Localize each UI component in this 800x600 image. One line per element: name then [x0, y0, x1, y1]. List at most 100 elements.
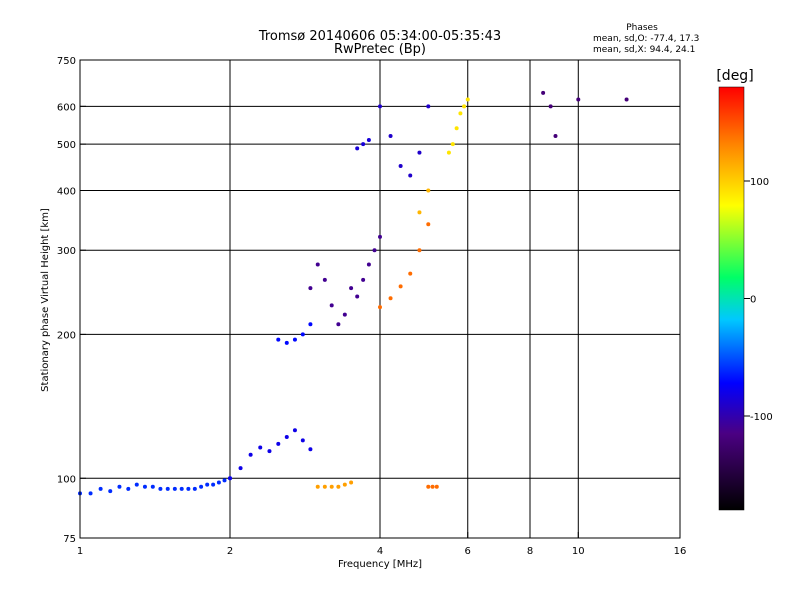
echo-point — [624, 97, 629, 102]
echo-point — [426, 104, 431, 109]
echo-point — [228, 476, 232, 481]
echo-point — [388, 296, 393, 301]
echo-point — [434, 484, 439, 489]
echo-point — [430, 484, 435, 489]
echo-point — [541, 90, 546, 95]
echo-point — [276, 441, 281, 446]
echo-point — [388, 134, 393, 139]
y-tick-label: 100 — [57, 474, 76, 485]
echo-point — [134, 482, 139, 487]
colorbar — [719, 87, 744, 510]
echo-point — [308, 286, 313, 291]
y-axis-label: Stationary phase Virtual Height [km] — [40, 208, 51, 392]
x-axis-label: Frequency [MHz] — [338, 559, 422, 570]
echo-point — [372, 248, 377, 253]
echo-point — [322, 277, 327, 282]
y-tick-label: 200 — [57, 330, 76, 341]
echo-point — [342, 482, 347, 487]
y-tick-label: 500 — [57, 140, 76, 151]
echo-point — [142, 484, 147, 489]
colorbar-ticks: 100 0 -100 — [744, 177, 773, 423]
echo-point — [349, 480, 354, 485]
echo-point — [300, 438, 305, 443]
colorbar-tick-label: 0 — [750, 295, 756, 306]
y-tick-label: 400 — [57, 186, 76, 197]
echo-point — [300, 332, 305, 337]
echo-point — [248, 452, 253, 457]
x-axis-ticks: 1 2 4 6 8 10 16 — [77, 532, 686, 557]
echo-point — [192, 486, 197, 491]
x-tick-label: 10 — [572, 546, 585, 557]
echo-point — [336, 322, 341, 327]
echo-point — [398, 284, 403, 289]
chart-title: Tromsø 20140606 05:34:00-05:35:43 — [258, 29, 501, 44]
echo-point — [426, 484, 431, 489]
y-tick-label: 75 — [63, 534, 76, 545]
echo-point — [355, 294, 360, 299]
echo-point — [408, 271, 413, 276]
echo-point — [378, 305, 382, 310]
echo-point — [329, 303, 334, 308]
colorbar-tick-label: 100 — [750, 177, 769, 188]
x-tick-label: 1 — [77, 546, 83, 557]
echo-point — [98, 486, 103, 491]
echo-point — [276, 337, 281, 342]
echo-point — [238, 466, 243, 471]
x-tick-label: 2 — [227, 546, 233, 557]
echo-point — [446, 150, 451, 155]
echo-point — [108, 489, 113, 494]
echo-point — [450, 142, 455, 147]
echo-point — [150, 484, 155, 489]
colorbar-tick-label: -100 — [750, 412, 773, 423]
echo-point — [211, 482, 216, 487]
echo-point — [172, 486, 177, 491]
echo-point — [408, 173, 413, 178]
echo-point — [284, 434, 289, 439]
echo-point — [292, 428, 297, 433]
y-tick-label: 750 — [57, 56, 76, 67]
echo-point — [258, 445, 263, 450]
echo-point — [462, 104, 467, 109]
echo-point — [426, 188, 431, 193]
echo-point — [336, 484, 341, 489]
phases-mean-x: mean, sd,X: 94.4, 24.1 — [593, 45, 695, 55]
echo-point — [417, 150, 422, 155]
grid-lines — [80, 60, 680, 538]
echo-point — [553, 134, 558, 139]
echo-point — [342, 312, 347, 317]
echo-point — [322, 484, 327, 489]
echo-point — [329, 484, 334, 489]
echo-point — [378, 104, 382, 109]
echo-point — [366, 262, 371, 267]
echo-point — [88, 491, 93, 496]
echo-point — [417, 210, 422, 215]
echo-point — [398, 164, 403, 169]
echo-point — [361, 277, 366, 282]
echo-point — [205, 482, 210, 487]
echo-point — [454, 126, 459, 131]
echo-point — [267, 449, 272, 454]
echo-point — [378, 234, 382, 239]
y-axis-ticks: 750 600 500 400 300 200 100 75 — [57, 56, 86, 545]
x-tick-label: 8 — [527, 546, 533, 557]
y-tick-label: 300 — [57, 246, 76, 257]
echo-point — [284, 340, 289, 345]
echo-point — [165, 486, 170, 491]
echo-point — [222, 478, 227, 483]
echo-point — [417, 248, 422, 253]
echo-point — [308, 447, 313, 452]
echo-point — [126, 486, 131, 491]
echo-point — [355, 146, 360, 151]
echo-point — [426, 222, 431, 227]
echo-point — [308, 322, 313, 327]
phases-mean-o: mean, sd,O: -77.4, 17.3 — [593, 34, 699, 44]
data-points — [78, 90, 629, 496]
y-tick-label: 600 — [57, 102, 76, 113]
phases-heading: Phases — [626, 23, 658, 33]
echo-point — [349, 286, 354, 291]
echo-point — [366, 138, 371, 143]
echo-point — [315, 262, 320, 267]
x-tick-label: 6 — [465, 546, 471, 557]
echo-point — [458, 111, 463, 116]
